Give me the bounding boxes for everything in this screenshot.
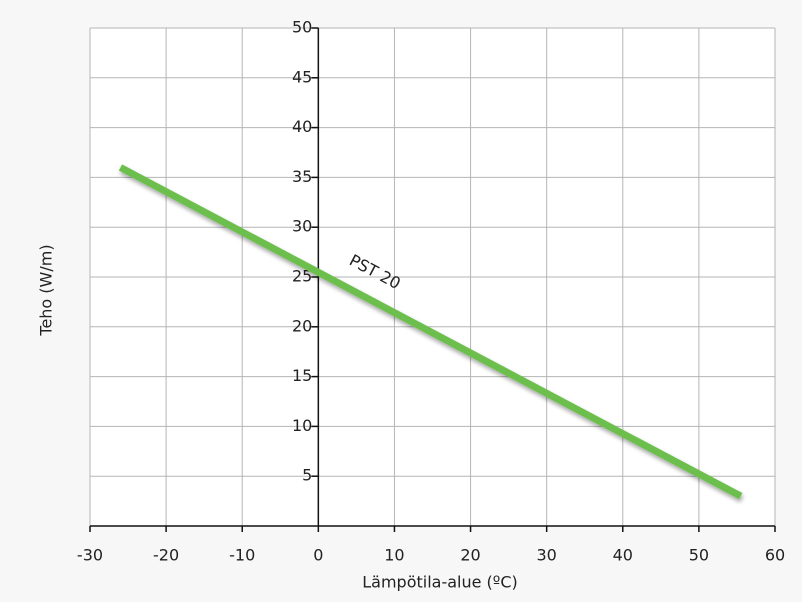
x-tick-label: -30: [77, 546, 103, 565]
x-tick-label: 10: [384, 546, 404, 565]
x-axis-label: Lämpötila-alue (ºC): [362, 573, 518, 592]
x-tick-label: -10: [229, 546, 255, 565]
y-tick-label: 20: [292, 316, 312, 335]
y-tick-label: 40: [292, 117, 312, 136]
y-tick-label: 25: [292, 267, 312, 286]
x-tick-label: -20: [153, 546, 179, 565]
y-tick-label: 35: [292, 167, 312, 186]
x-tick-label: 20: [460, 546, 480, 565]
y-tick-label: 30: [292, 217, 312, 236]
line: [118, 164, 743, 500]
y-tick-label: 5: [302, 466, 312, 485]
y-tick-label: 50: [292, 18, 312, 37]
y-tick-label: 15: [292, 366, 312, 385]
y-tick-label: 10: [292, 416, 312, 435]
x-tick-label: 30: [536, 546, 556, 565]
x-tick-label: 40: [613, 546, 633, 565]
x-tick-label: 0: [313, 546, 323, 565]
x-tick-label: 60: [765, 546, 785, 565]
y-axis-label: Teho (W/m): [37, 244, 56, 336]
x-tick-label: 50: [689, 546, 709, 565]
y-tick-label: 45: [292, 67, 312, 86]
